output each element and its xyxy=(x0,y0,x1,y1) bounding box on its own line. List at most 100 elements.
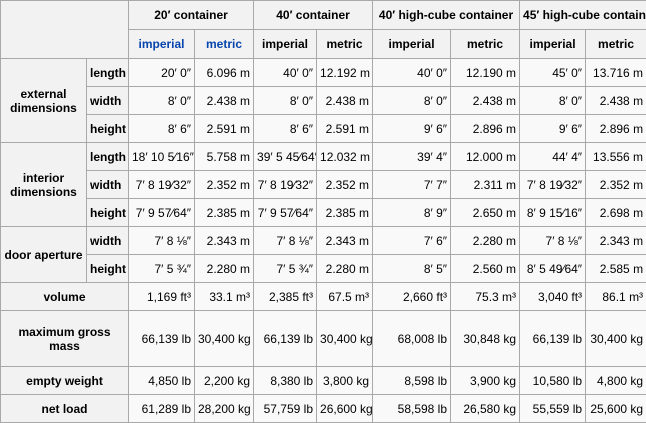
table-row: empty weight 4,850 lb 2,200 kg 8,380 lb … xyxy=(1,367,646,395)
table-row: height 7′ 9 57⁄64″ 2.385 m 7′ 9 57⁄64″ 2… xyxy=(1,199,646,227)
cell: 28,200 kg xyxy=(195,395,254,423)
row-label-empty-weight: empty weight xyxy=(1,367,129,395)
cell: 2.585 m xyxy=(586,255,646,283)
group-header-40hc: 40′ high-cube container xyxy=(373,1,520,30)
cell: 7′ 5 ¾″ xyxy=(254,255,317,283)
cell: 2.385 m xyxy=(195,199,254,227)
cell: 7′ 9 57⁄64″ xyxy=(254,199,317,227)
cell: 12.192 m xyxy=(317,59,373,87)
cell: 2.343 m xyxy=(317,227,373,255)
cell: 2.352 m xyxy=(317,171,373,199)
imperial-header: imperial xyxy=(520,30,586,59)
cell: 2.560 m xyxy=(451,255,520,283)
table-row: net load 61,289 lb 28,200 kg 57,759 lb 2… xyxy=(1,395,646,423)
cell: 8′ 0″ xyxy=(520,87,586,115)
cell: 7′ 9 57⁄64″ xyxy=(129,199,195,227)
cell: 8,598 lb xyxy=(373,367,451,395)
cell: 3,900 kg xyxy=(451,367,520,395)
row-label-max-gross-mass: maximum gross mass xyxy=(1,311,129,367)
cell: 2.385 m xyxy=(317,199,373,227)
cell: 26,580 kg xyxy=(451,395,520,423)
cell: 2,385 ft³ xyxy=(254,283,317,311)
cell: 2.311 m xyxy=(451,171,520,199)
cell: 2.438 m xyxy=(451,87,520,115)
cell: 33.1 m³ xyxy=(195,283,254,311)
cell: 2.280 m xyxy=(451,227,520,255)
metric-header: metric xyxy=(451,30,520,59)
cell: 12.190 m xyxy=(451,59,520,87)
header-row-groups: 20′ container 40′ container 40′ high-cub… xyxy=(1,1,646,30)
cell: 40′ 0″ xyxy=(373,59,451,87)
cell: 7′ 8 19⁄32″ xyxy=(129,171,195,199)
cell: 66,139 lb xyxy=(520,311,586,367)
cell: 57,759 lb xyxy=(254,395,317,423)
cell: 2.650 m xyxy=(451,199,520,227)
cell: 7′ 8 19⁄32″ xyxy=(254,171,317,199)
cell: 3,040 ft³ xyxy=(520,283,586,311)
cell: 6.096 m xyxy=(195,59,254,87)
cell: 20′ 0″ xyxy=(129,59,195,87)
cell: 58,598 lb xyxy=(373,395,451,423)
cell: 13.556 m xyxy=(586,143,646,171)
group-header-40: 40′ container xyxy=(254,1,373,30)
cell: 2,200 kg xyxy=(195,367,254,395)
cell: 5.758 m xyxy=(195,143,254,171)
cell: 12.000 m xyxy=(451,143,520,171)
row-label-height: height xyxy=(87,255,129,283)
imperial-link[interactable]: imperial xyxy=(129,30,195,59)
cell: 40′ 0″ xyxy=(254,59,317,87)
cell: 39′ 5 45⁄64″ xyxy=(254,143,317,171)
table-row: volume 1,169 ft³ 33.1 m³ 2,385 ft³ 67.5 … xyxy=(1,283,646,311)
cell: 8′ 6″ xyxy=(129,115,195,143)
cell: 8′ 9 15⁄16″ xyxy=(520,199,586,227)
cell: 7′ 5 ¾″ xyxy=(129,255,195,283)
table-row: height 7′ 5 ¾″ 2.280 m 7′ 5 ¾″ 2.280 m 8… xyxy=(1,255,646,283)
cell: 7′ 8 ⅛″ xyxy=(254,227,317,255)
table-row: maximum gross mass 66,139 lb 30,400 kg 6… xyxy=(1,311,646,367)
cell: 2.591 m xyxy=(317,115,373,143)
cell: 2.438 m xyxy=(195,87,254,115)
cell: 8′ 0″ xyxy=(254,87,317,115)
cell: 12.032 m xyxy=(317,143,373,171)
cell: 7′ 8 19⁄32″ xyxy=(520,171,586,199)
table-row: width 8′ 0″ 2.438 m 8′ 0″ 2.438 m 8′ 0″ … xyxy=(1,87,646,115)
cell: 9′ 6″ xyxy=(373,115,451,143)
section-door-aperture: door aperture xyxy=(1,227,87,283)
table-row: height 8′ 6″ 2.591 m 8′ 6″ 2.591 m 9′ 6″… xyxy=(1,115,646,143)
cell: 66,139 lb xyxy=(254,311,317,367)
cell: 2.343 m xyxy=(195,227,254,255)
cell: 75.3 m³ xyxy=(451,283,520,311)
metric-header: metric xyxy=(317,30,373,59)
cell: 45′ 0″ xyxy=(520,59,586,87)
cell: 8′ 0″ xyxy=(129,87,195,115)
cell: 30,400 kg xyxy=(195,311,254,367)
cell: 86.1 m³ xyxy=(586,283,646,311)
cell: 18′ 10 5⁄16″ xyxy=(129,143,195,171)
group-header-20: 20′ container xyxy=(129,1,254,30)
cell: 2.352 m xyxy=(586,171,646,199)
cell: 10,580 lb xyxy=(520,367,586,395)
cell: 2.343 m xyxy=(586,227,646,255)
cell: 8,380 lb xyxy=(254,367,317,395)
row-label-width: width xyxy=(87,87,129,115)
cell: 44′ 4″ xyxy=(520,143,586,171)
cell: 1,169 ft³ xyxy=(129,283,195,311)
cell: 68,008 lb xyxy=(373,311,451,367)
corner-cell xyxy=(1,1,129,59)
imperial-header: imperial xyxy=(254,30,317,59)
cell: 55,559 lb xyxy=(520,395,586,423)
row-label-net-load: net load xyxy=(1,395,129,423)
cell: 30,848 kg xyxy=(451,311,520,367)
table-row: width 7′ 8 19⁄32″ 2.352 m 7′ 8 19⁄32″ 2.… xyxy=(1,171,646,199)
cell: 39′ 4″ xyxy=(373,143,451,171)
cell: 9′ 6″ xyxy=(520,115,586,143)
cell: 2.896 m xyxy=(586,115,646,143)
row-label-width: width xyxy=(87,227,129,255)
cell: 8′ 6″ xyxy=(254,115,317,143)
row-label-height: height xyxy=(87,199,129,227)
row-label-height: height xyxy=(87,115,129,143)
cell: 7′ 7″ xyxy=(373,171,451,199)
metric-link[interactable]: metric xyxy=(195,30,254,59)
